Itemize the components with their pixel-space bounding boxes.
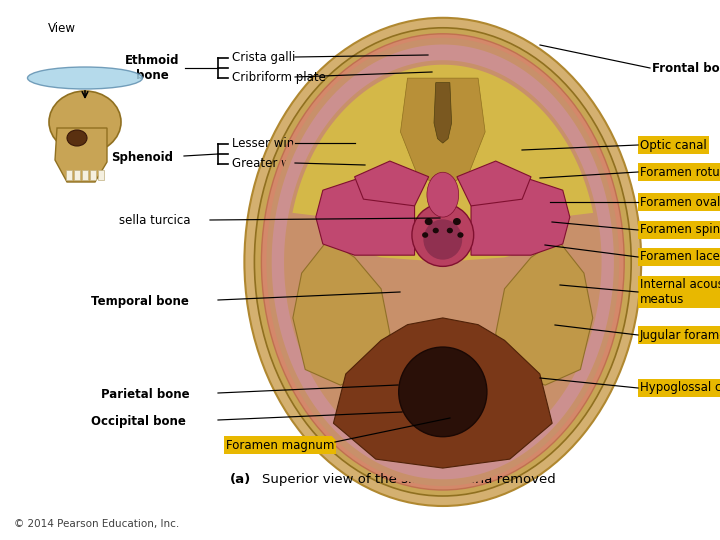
- Text: Parietal bone: Parietal bone: [101, 388, 189, 402]
- Ellipse shape: [244, 18, 642, 506]
- Polygon shape: [292, 65, 593, 262]
- Ellipse shape: [254, 28, 631, 496]
- Polygon shape: [434, 83, 451, 143]
- Text: Foramen spinosum: Foramen spinosum: [640, 224, 720, 237]
- Bar: [98, 170, 104, 180]
- Ellipse shape: [422, 232, 428, 238]
- Ellipse shape: [49, 91, 121, 153]
- Text: Optic canal: Optic canal: [640, 138, 707, 152]
- Text: Ethmoid
bone: Ethmoid bone: [125, 54, 179, 82]
- Bar: [74, 170, 80, 180]
- Ellipse shape: [27, 67, 143, 89]
- Ellipse shape: [427, 172, 459, 217]
- Polygon shape: [293, 240, 390, 385]
- Text: © 2014 Pearson Education, Inc.: © 2014 Pearson Education, Inc.: [14, 519, 179, 529]
- Text: Greater wing: Greater wing: [232, 157, 309, 170]
- Polygon shape: [496, 240, 593, 385]
- Ellipse shape: [412, 204, 474, 266]
- Text: sella turcica: sella turcica: [120, 213, 191, 226]
- Ellipse shape: [261, 34, 624, 490]
- Ellipse shape: [425, 218, 433, 225]
- Polygon shape: [271, 44, 614, 480]
- Text: Foramen lacerum: Foramen lacerum: [640, 251, 720, 264]
- Ellipse shape: [447, 228, 453, 233]
- Text: Foramen magnum: Foramen magnum: [226, 438, 334, 451]
- Polygon shape: [333, 318, 552, 468]
- Text: Crista galli: Crista galli: [232, 51, 295, 64]
- Text: Foramen ovale: Foramen ovale: [640, 195, 720, 208]
- Text: Jugular foramen: Jugular foramen: [640, 328, 720, 341]
- Text: Superior view of the skull, calvaria removed: Superior view of the skull, calvaria rem…: [262, 474, 556, 487]
- Text: Lesser wing: Lesser wing: [232, 137, 302, 150]
- Ellipse shape: [67, 130, 87, 146]
- Ellipse shape: [423, 219, 462, 260]
- Text: View: View: [48, 22, 76, 35]
- Polygon shape: [354, 161, 428, 206]
- Bar: [90, 170, 96, 180]
- Text: Cribriform plate: Cribriform plate: [232, 71, 326, 84]
- Polygon shape: [471, 177, 570, 255]
- Ellipse shape: [266, 38, 619, 486]
- Text: Frontal bone: Frontal bone: [652, 62, 720, 75]
- Ellipse shape: [399, 347, 487, 437]
- Text: Sphenoid: Sphenoid: [111, 152, 173, 165]
- Text: (a): (a): [230, 474, 251, 487]
- Text: Occipital bone: Occipital bone: [91, 415, 186, 429]
- Ellipse shape: [433, 228, 438, 233]
- Polygon shape: [316, 177, 415, 255]
- Ellipse shape: [457, 232, 464, 238]
- Text: Internal acoustic
meatus: Internal acoustic meatus: [640, 278, 720, 306]
- Text: Hypoglossal canal: Hypoglossal canal: [640, 381, 720, 395]
- Polygon shape: [55, 128, 107, 182]
- Bar: [82, 170, 88, 180]
- Text: Temporal bone: Temporal bone: [91, 295, 189, 308]
- Ellipse shape: [453, 218, 461, 225]
- Text: Foramen rotundum: Foramen rotundum: [640, 165, 720, 179]
- Polygon shape: [457, 161, 531, 206]
- Bar: [66, 170, 72, 180]
- Polygon shape: [400, 78, 485, 186]
